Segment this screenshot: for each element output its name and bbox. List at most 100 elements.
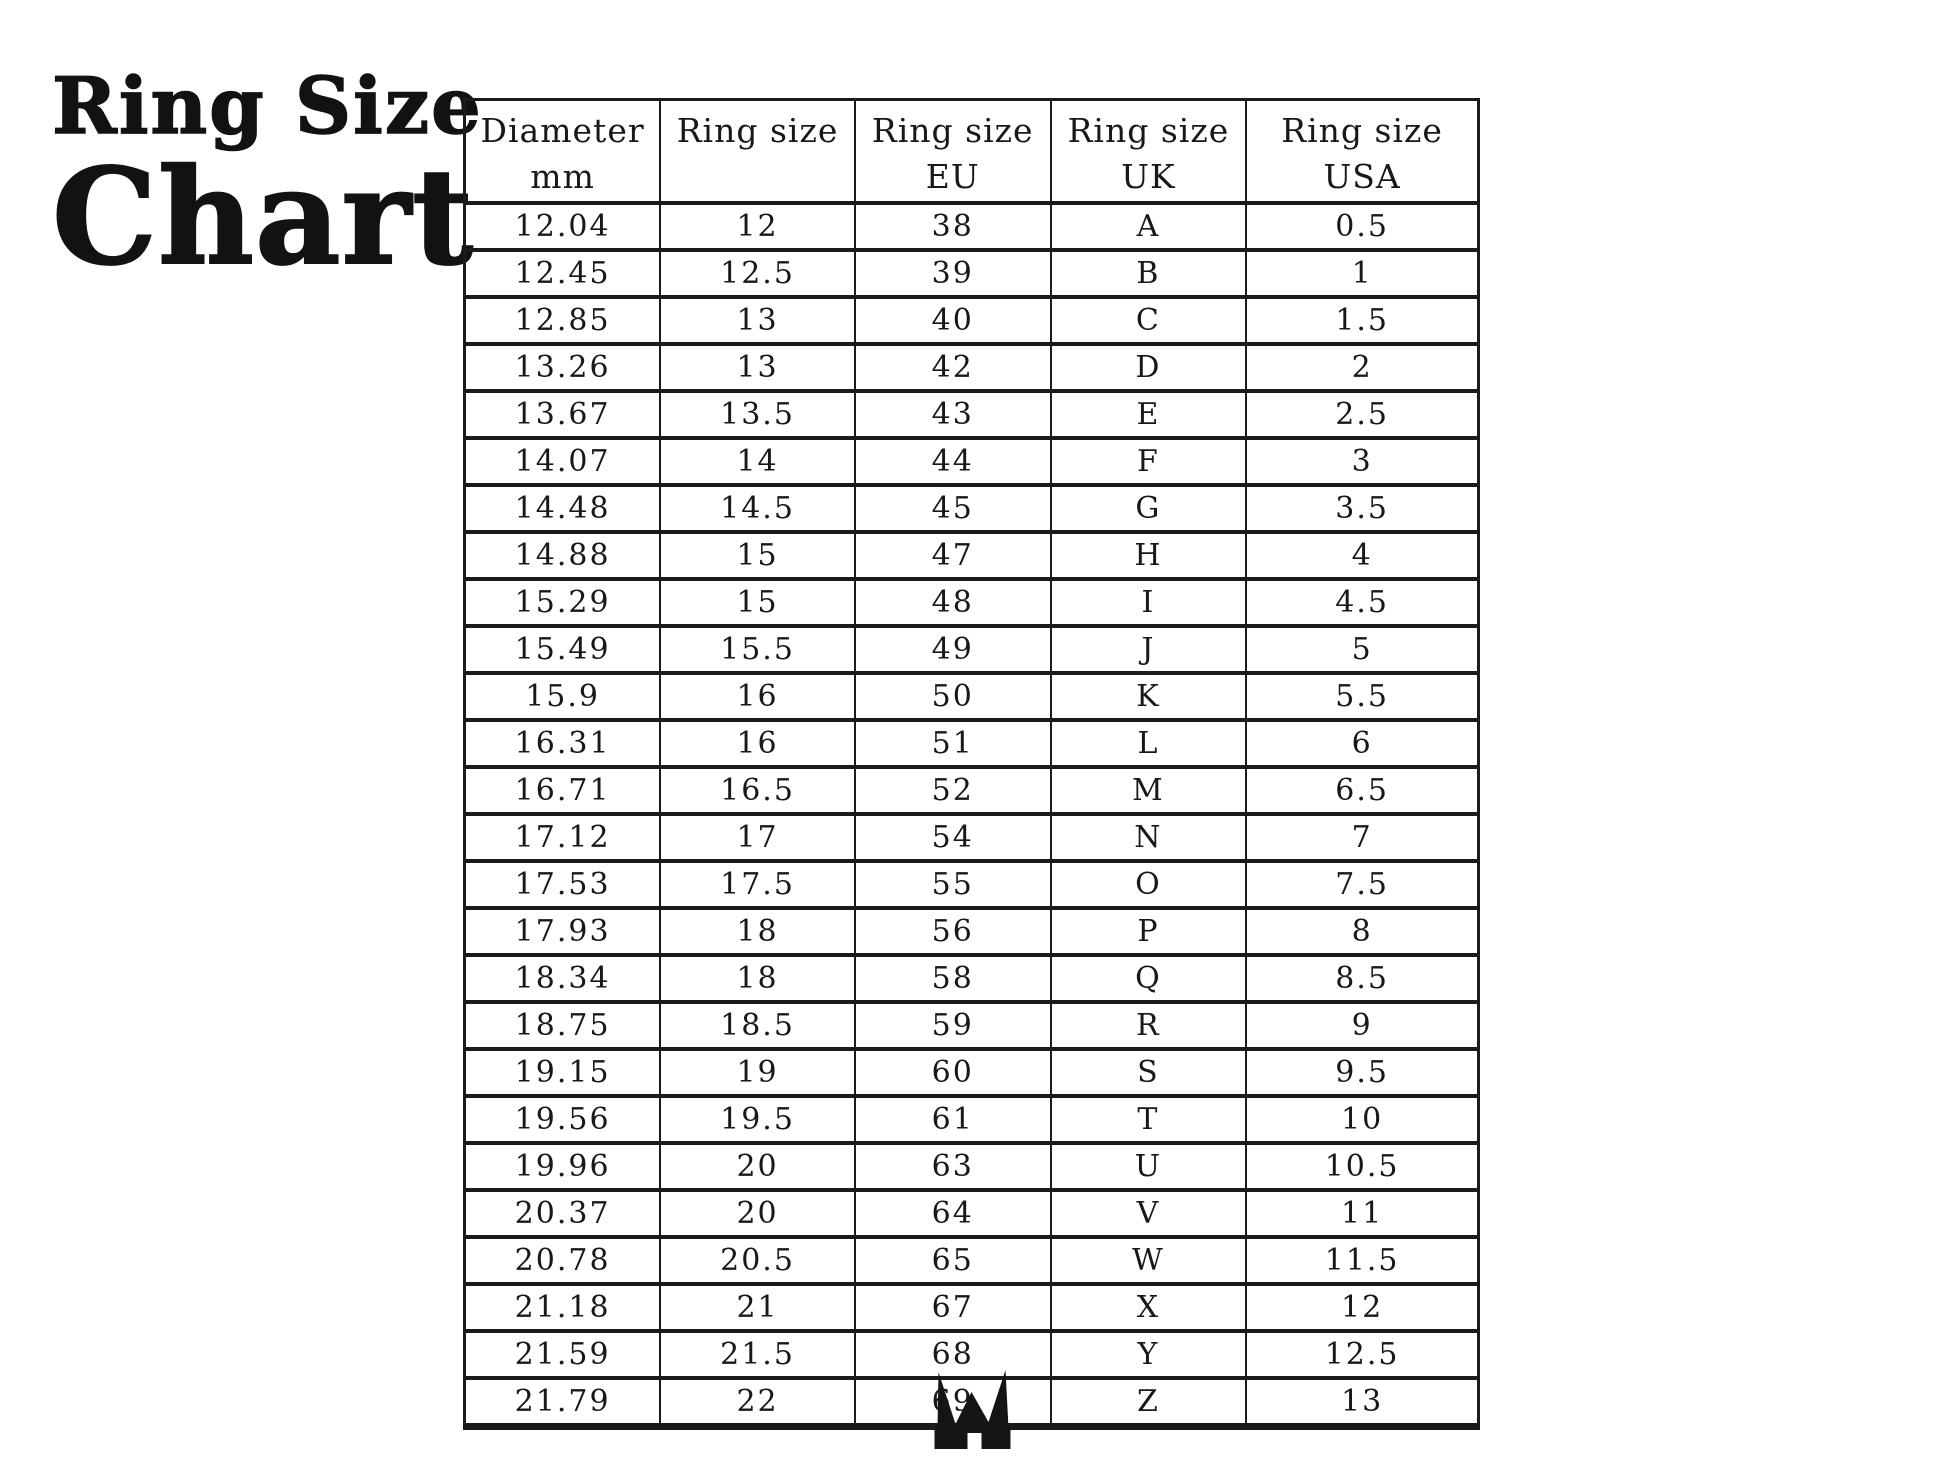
cell: 5 [1245, 624, 1480, 675]
cell: 6.5 [1245, 765, 1480, 816]
cell: M [1049, 765, 1248, 816]
cell: 12.5 [659, 248, 856, 299]
table-row: 17.93 18 56 P 8 [463, 906, 1480, 957]
cell: 15.29 [463, 577, 662, 628]
cell: S [1049, 1047, 1248, 1098]
cell: 18.34 [463, 953, 662, 1004]
table-row: 20.37 20 64 V 11 [463, 1188, 1480, 1239]
cell: 2 [1245, 342, 1480, 393]
cell: G [1049, 483, 1248, 534]
table-row: 16.31 16 51 L 6 [463, 718, 1480, 769]
cell: 2.5 [1245, 389, 1480, 440]
cell: 12.04 [463, 201, 662, 252]
cell: 19.56 [463, 1094, 662, 1145]
cell: 10 [1245, 1094, 1480, 1145]
cell: 50 [853, 671, 1052, 722]
cell: 19 [659, 1047, 856, 1098]
cell: 54 [853, 812, 1052, 863]
cell: 12.85 [463, 295, 662, 346]
table-row: 17.12 17 54 N 7 [463, 812, 1480, 863]
cell: 56 [853, 906, 1052, 957]
cell: 13.67 [463, 389, 662, 440]
cell: 15.5 [659, 624, 856, 675]
table-row: 12.45 12.5 39 B 1 [463, 248, 1480, 299]
cell: 3 [1245, 436, 1480, 487]
cell: 21.5 [659, 1329, 856, 1380]
cell: 15 [659, 530, 856, 581]
cell: X [1049, 1282, 1248, 1333]
cell: 45 [853, 483, 1052, 534]
cell: 42 [853, 342, 1052, 393]
cell: 20.5 [659, 1235, 856, 1286]
table-row: 13.26 13 42 D 2 [463, 342, 1480, 393]
cell: 18 [659, 953, 856, 1004]
table-row: 14.07 14 44 F 3 [463, 436, 1480, 487]
cell: 1.5 [1245, 295, 1480, 346]
cell: 16.71 [463, 765, 662, 816]
cell: 11 [1245, 1188, 1480, 1239]
cell: 0.5 [1245, 201, 1480, 252]
header-ring-size: Ring size [659, 98, 856, 206]
cell: 20.78 [463, 1235, 662, 1286]
cell: 13 [659, 342, 856, 393]
cell: 39 [853, 248, 1052, 299]
cell: L [1049, 718, 1248, 769]
cell: 20 [659, 1141, 856, 1192]
cell: W [1049, 1235, 1248, 1286]
cell: 1 [1245, 248, 1480, 299]
cell: U [1049, 1141, 1248, 1192]
cell: 12.5 [1245, 1329, 1480, 1380]
cell: 14.88 [463, 530, 662, 581]
cell: A [1049, 201, 1248, 252]
cell: 17.12 [463, 812, 662, 863]
cell: 20.37 [463, 1188, 662, 1239]
ring-size-table: Diameter mm Ring size Ring size EU Ring … [463, 98, 1480, 1431]
cell: 14.48 [463, 483, 662, 534]
cell: P [1049, 906, 1248, 957]
cell: 58 [853, 953, 1052, 1004]
header-diameter-mm: Diameter mm [463, 98, 662, 206]
header-line1: Diameter [480, 111, 645, 150]
cell: B [1049, 248, 1248, 299]
cell: 19.5 [659, 1094, 856, 1145]
cell: 19.15 [463, 1047, 662, 1098]
table-row: 18.75 18.5 59 R 9 [463, 1000, 1480, 1051]
cell: R [1049, 1000, 1248, 1051]
cell: 3.5 [1245, 483, 1480, 534]
cell: 20 [659, 1188, 856, 1239]
table-row: 12.04 12 38 A 0.5 [463, 201, 1480, 252]
cell: 13.5 [659, 389, 856, 440]
table-row: 20.78 20.5 65 W 11.5 [463, 1235, 1480, 1286]
cell: I [1049, 577, 1248, 628]
header-line1: Ring size [871, 111, 1034, 150]
table-row: 13.67 13.5 43 E 2.5 [463, 389, 1480, 440]
cell: 52 [853, 765, 1052, 816]
cell: 38 [853, 201, 1052, 252]
header-ring-size-eu: Ring size EU [853, 98, 1052, 206]
cell: 16.5 [659, 765, 856, 816]
cell: 14.07 [463, 436, 662, 487]
cell: C [1049, 295, 1248, 346]
cell: 4.5 [1245, 577, 1480, 628]
cell: 14.5 [659, 483, 856, 534]
table-row: 21.18 21 67 X 12 [463, 1282, 1480, 1333]
cell: D [1049, 342, 1248, 393]
table-row: 14.88 15 47 H 4 [463, 530, 1480, 581]
cell: 17.53 [463, 859, 662, 910]
cell: 61 [853, 1094, 1052, 1145]
cell: 65 [853, 1235, 1052, 1286]
cell: 18.75 [463, 1000, 662, 1051]
cell: 60 [853, 1047, 1052, 1098]
header-row: Diameter mm Ring size Ring size EU Ring … [463, 98, 1480, 206]
cell: 22 [659, 1376, 856, 1428]
page-title-line2: Chart [51, 140, 475, 295]
table-row: 15.29 15 48 I 4.5 [463, 577, 1480, 628]
header-line2: UK [1121, 157, 1176, 197]
cell: T [1049, 1094, 1248, 1145]
cell: N [1049, 812, 1248, 863]
cell: 68 [853, 1329, 1052, 1380]
page-title-line1: Ring Size [51, 61, 483, 152]
header-ring-size-usa: Ring size USA [1245, 98, 1480, 206]
cell: 21 [659, 1282, 856, 1333]
cell: 21.18 [463, 1282, 662, 1333]
